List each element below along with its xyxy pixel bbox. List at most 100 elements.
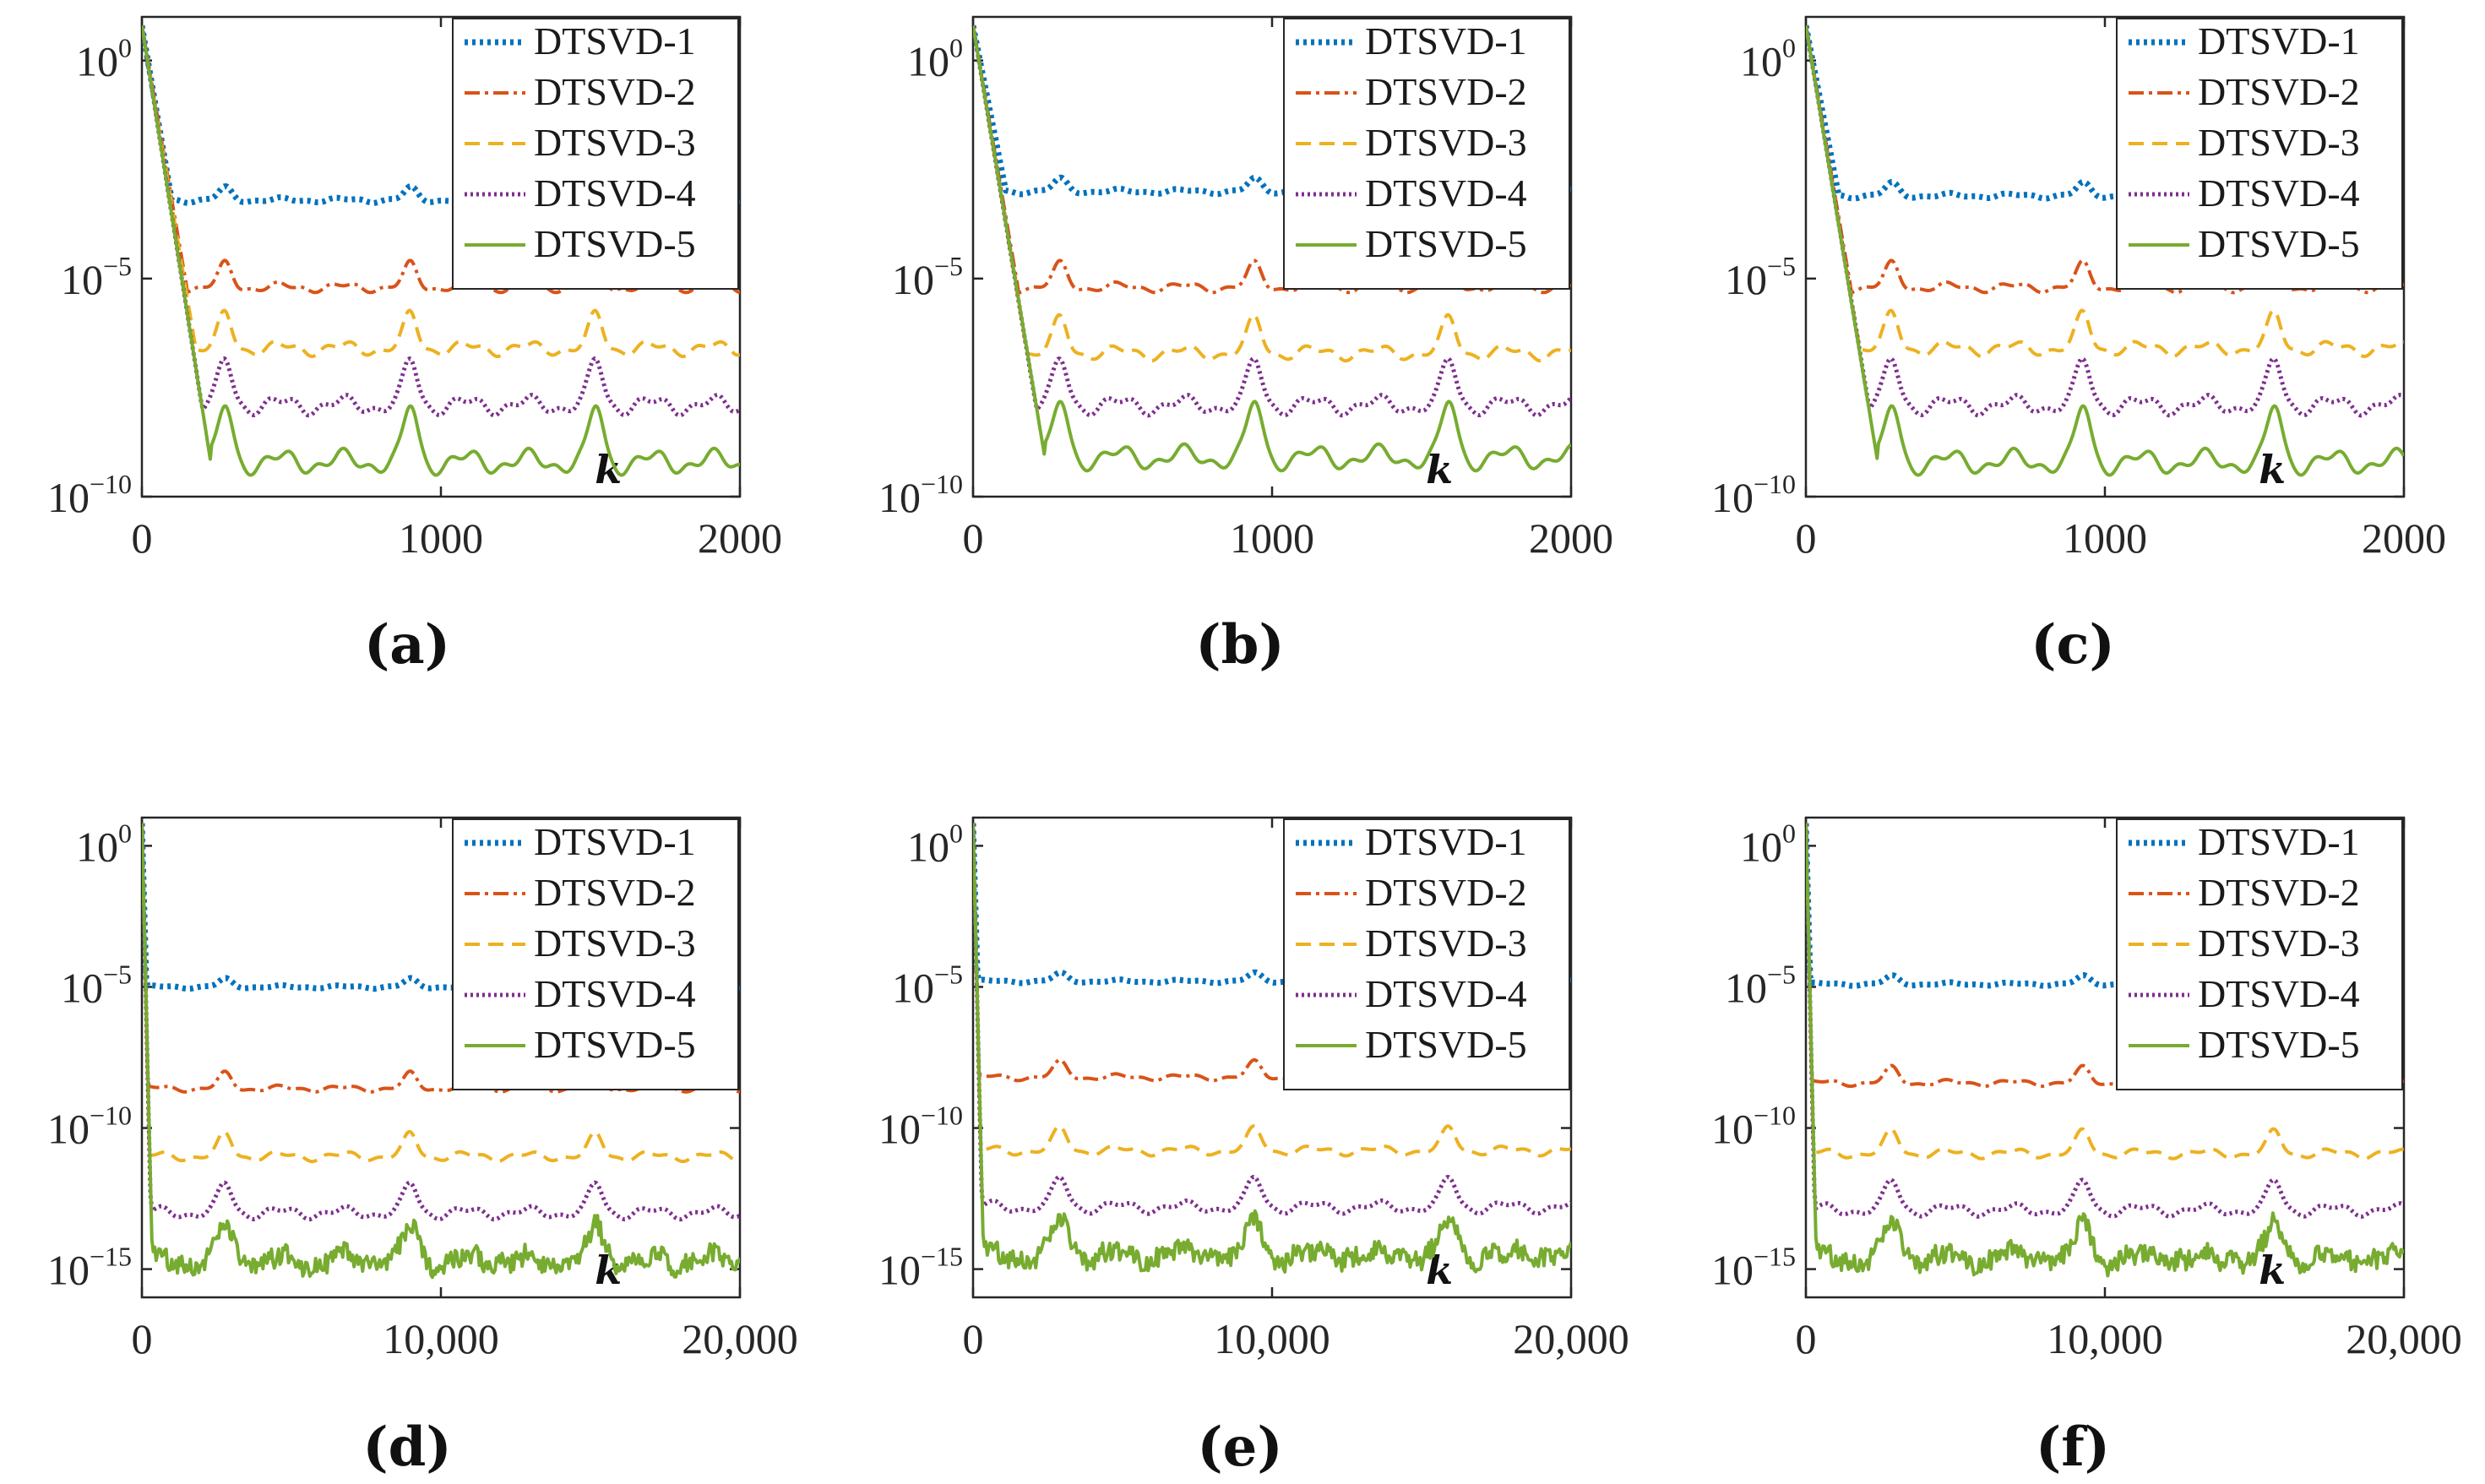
- series-group: [142, 24, 740, 477]
- y-tick-label: 10−5: [892, 251, 963, 303]
- series-line-dtsvd-4: [142, 24, 740, 418]
- y-tick-label: 10−10: [878, 469, 963, 521]
- x-tick-label: 20,000: [1513, 1315, 1629, 1362]
- series-line-dtsvd-3: [142, 823, 740, 1164]
- y-tick-label: 10−5: [1725, 251, 1796, 303]
- series-line-dtsvd-3: [973, 24, 1571, 363]
- x-tick-label: 20,000: [2346, 1315, 2462, 1362]
- series-group: [142, 823, 740, 1280]
- y-tick-label: 10−5: [1725, 959, 1796, 1011]
- legend-label: DTSVD-2: [2198, 871, 2360, 914]
- legend: DTSVD-1 DTSVD-2 DTSVD-3 DTSVD-4 DTSVD-5: [452, 818, 739, 1090]
- x-tick-label: 0: [132, 1315, 153, 1362]
- legend: DTSVD-1 DTSVD-2 DTSVD-3 DTSVD-4 DTSVD-5: [2116, 818, 2403, 1090]
- legend-label: DTSVD-2: [534, 871, 696, 914]
- series-line-dtsvd-1: [1806, 24, 2404, 202]
- y-tick-label: 10−10: [47, 469, 132, 521]
- series-line-dtsvd-4: [973, 24, 1571, 418]
- y-tick-label: 10−5: [61, 959, 132, 1011]
- x-tick-label: 1000: [2063, 514, 2147, 562]
- y-tick-label: 100: [907, 33, 963, 85]
- y-tick-label: 100: [1740, 818, 1796, 870]
- legend-label: DTSVD-4: [1365, 972, 1527, 1015]
- y-tick-label: 10−15: [47, 1242, 132, 1294]
- x-tick-label: 0: [963, 1315, 984, 1362]
- panel-label: (c): [2031, 613, 2115, 677]
- legend-label: DTSVD-1: [534, 19, 696, 63]
- x-axis-label: k: [2259, 447, 2286, 492]
- legend-label: DTSVD-2: [1365, 871, 1527, 914]
- series-line-dtsvd-5: [973, 24, 1571, 473]
- legend-label: DTSVD-1: [534, 820, 696, 863]
- legend-label: DTSVD-3: [1365, 121, 1527, 164]
- legend-label: DTSVD-2: [2198, 70, 2360, 113]
- series-line-dtsvd-5: [142, 24, 740, 477]
- series-line-dtsvd-4: [142, 823, 740, 1222]
- legend: DTSVD-1 DTSVD-2 DTSVD-3 DTSVD-4 DTSVD-5: [452, 18, 739, 290]
- panel-label: (a): [364, 613, 450, 677]
- series-line-dtsvd-5: [1806, 24, 2404, 477]
- legend-label: DTSVD-4: [534, 171, 696, 215]
- legend: DTSVD-1 DTSVD-2 DTSVD-3 DTSVD-4 DTSVD-5: [2116, 18, 2403, 290]
- legend-label: DTSVD-1: [2198, 820, 2360, 863]
- legend-label: DTSVD-5: [2198, 1023, 2360, 1066]
- x-tick-label: 2000: [698, 514, 782, 562]
- legend-label: DTSVD-3: [534, 121, 696, 164]
- series-line-dtsvd-5: [973, 823, 1571, 1274]
- legend-label: DTSVD-3: [534, 921, 696, 965]
- series-line-dtsvd-5: [1806, 823, 2404, 1278]
- series-line-dtsvd-3: [142, 24, 740, 359]
- panel-label: (d): [362, 1416, 451, 1479]
- chart-panel-c: 100 10−5 10−100 1000 2000 k DTSVD-1 DTSVD-2 DTSV…: [1711, 15, 2446, 677]
- x-tick-label: 0: [132, 514, 153, 562]
- series-line-dtsvd-4: [1806, 24, 2404, 418]
- series-line-dtsvd-3: [1806, 24, 2404, 359]
- y-tick-label: 10−5: [61, 251, 132, 303]
- y-tick-label: 10−10: [1711, 469, 1796, 521]
- series-line-dtsvd-3: [1806, 823, 2404, 1161]
- x-tick-label: 0: [1796, 514, 1817, 562]
- panel-label: (b): [1195, 613, 1284, 677]
- series-line-dtsvd-4: [973, 823, 1571, 1216]
- panel-label: (e): [1197, 1416, 1282, 1479]
- legend-label: DTSVD-4: [2198, 972, 2360, 1015]
- legend-label: DTSVD-1: [2198, 19, 2360, 63]
- series-line-dtsvd-1: [142, 24, 740, 206]
- legend-label: DTSVD-4: [1365, 171, 1527, 215]
- x-tick-label: 1000: [399, 514, 483, 562]
- legend-label: DTSVD-3: [2198, 121, 2360, 164]
- series-line-dtsvd-4: [1806, 823, 2404, 1219]
- x-tick-label: 2000: [2362, 514, 2446, 562]
- y-tick-label: 100: [76, 33, 132, 85]
- y-tick-label: 100: [76, 818, 132, 870]
- y-tick-label: 100: [907, 818, 963, 870]
- legend: DTSVD-1 DTSVD-2 DTSVD-3 DTSVD-4 DTSVD-5: [1283, 18, 1570, 290]
- y-tick-label: 10−15: [878, 1242, 963, 1294]
- series-line-dtsvd-2: [142, 24, 740, 295]
- y-tick-label: 10−10: [878, 1101, 963, 1153]
- legend-label: DTSVD-3: [2198, 921, 2360, 965]
- legend: DTSVD-1 DTSVD-2 DTSVD-3 DTSVD-4 DTSVD-5: [1283, 818, 1570, 1090]
- legend-label: DTSVD-5: [1365, 222, 1527, 265]
- y-tick-label: 100: [1740, 33, 1796, 85]
- x-tick-label: 2000: [1529, 514, 1613, 562]
- legend-label: DTSVD-2: [1365, 70, 1527, 113]
- x-tick-label: 20,000: [682, 1315, 798, 1362]
- panel-label: (f): [2036, 1416, 2110, 1479]
- x-tick-label: 10,000: [383, 1315, 499, 1362]
- legend-label: DTSVD-5: [1365, 1023, 1527, 1066]
- x-axis-label: k: [2259, 1248, 2286, 1293]
- legend-label: DTSVD-5: [534, 1023, 696, 1066]
- legend-label: DTSVD-1: [1365, 19, 1527, 63]
- x-tick-label: 0: [963, 514, 984, 562]
- legend-label: DTSVD-2: [534, 70, 696, 113]
- legend-label: DTSVD-1: [1365, 820, 1527, 863]
- x-tick-label: 0: [1796, 1315, 1817, 1362]
- legend-label: DTSVD-4: [2198, 171, 2360, 215]
- x-tick-label: 10,000: [2047, 1315, 2163, 1362]
